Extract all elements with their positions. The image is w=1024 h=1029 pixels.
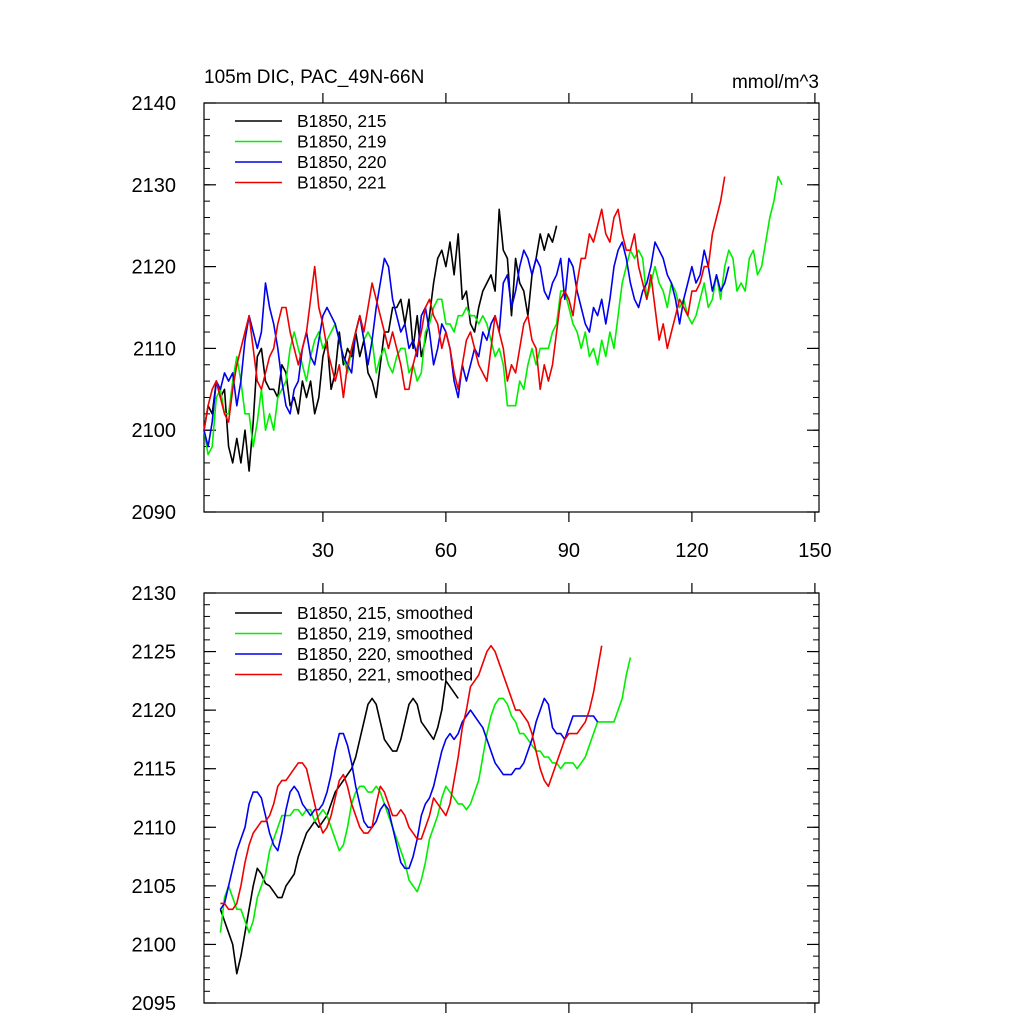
y-tick-label: 2130 bbox=[132, 583, 177, 605]
series-line-1 bbox=[203, 208, 558, 472]
y-tick-label: 2110 bbox=[133, 817, 176, 839]
series-line-2 bbox=[219, 657, 632, 934]
legend-label-2: B1850, 219, smoothed bbox=[297, 624, 473, 644]
plot-frame bbox=[203, 592, 820, 1004]
series-line-3 bbox=[219, 697, 599, 910]
y-tick-label: 2105 bbox=[132, 876, 177, 898]
y-tick-label: 2115 bbox=[133, 759, 176, 781]
series-line-4 bbox=[203, 176, 726, 431]
plot-frame bbox=[203, 102, 820, 513]
panel-smoothed: 2095 2100 2105 2110 2115 2120 2125 2130 B1850, 2… bbox=[132, 583, 820, 1015]
legend-label-3: B1850, 220, smoothed bbox=[297, 644, 473, 664]
x-tick-label: 120 bbox=[675, 540, 708, 562]
y-tick-label: 2110 bbox=[133, 338, 176, 360]
y-tick-label: 2090 bbox=[132, 502, 177, 524]
legend-label-1: B1850, 215 bbox=[297, 111, 387, 131]
y-tick-label: 2140 bbox=[132, 93, 177, 115]
y-tick-label: 2100 bbox=[132, 934, 177, 956]
series-line-3 bbox=[203, 241, 730, 448]
chart-title-right: mmol/m^3 bbox=[732, 72, 819, 93]
x-tick-label: 60 bbox=[435, 540, 457, 562]
x-tick-label: 30 bbox=[312, 540, 334, 562]
series-line-1 bbox=[219, 680, 459, 975]
legend-label-3: B1850, 220 bbox=[297, 152, 387, 172]
y-tick-label: 2125 bbox=[132, 642, 177, 664]
legend-label-1: B1850, 215, smoothed bbox=[297, 603, 473, 623]
y-tick-label: 2120 bbox=[132, 700, 177, 722]
legend-label-4: B1850, 221, smoothed bbox=[297, 665, 473, 685]
panel-raw: 105m DIC, PAC_49N-66N mmol/m^3 2090 2100 2… bbox=[132, 67, 832, 562]
legend-label-4: B1850, 221 bbox=[297, 173, 387, 193]
y-tick-label: 2100 bbox=[132, 420, 177, 442]
legend-label-2: B1850, 219 bbox=[297, 132, 387, 152]
y-tick-label: 2130 bbox=[132, 175, 177, 197]
y-tick-label: 2095 bbox=[132, 993, 177, 1015]
x-tick-label: 150 bbox=[798, 540, 831, 562]
y-tick-label: 2120 bbox=[132, 257, 177, 279]
x-tick-label: 90 bbox=[558, 540, 580, 562]
series-line-4 bbox=[220, 644, 603, 911]
chart-title-left: 105m DIC, PAC_49N-66N bbox=[204, 67, 424, 88]
